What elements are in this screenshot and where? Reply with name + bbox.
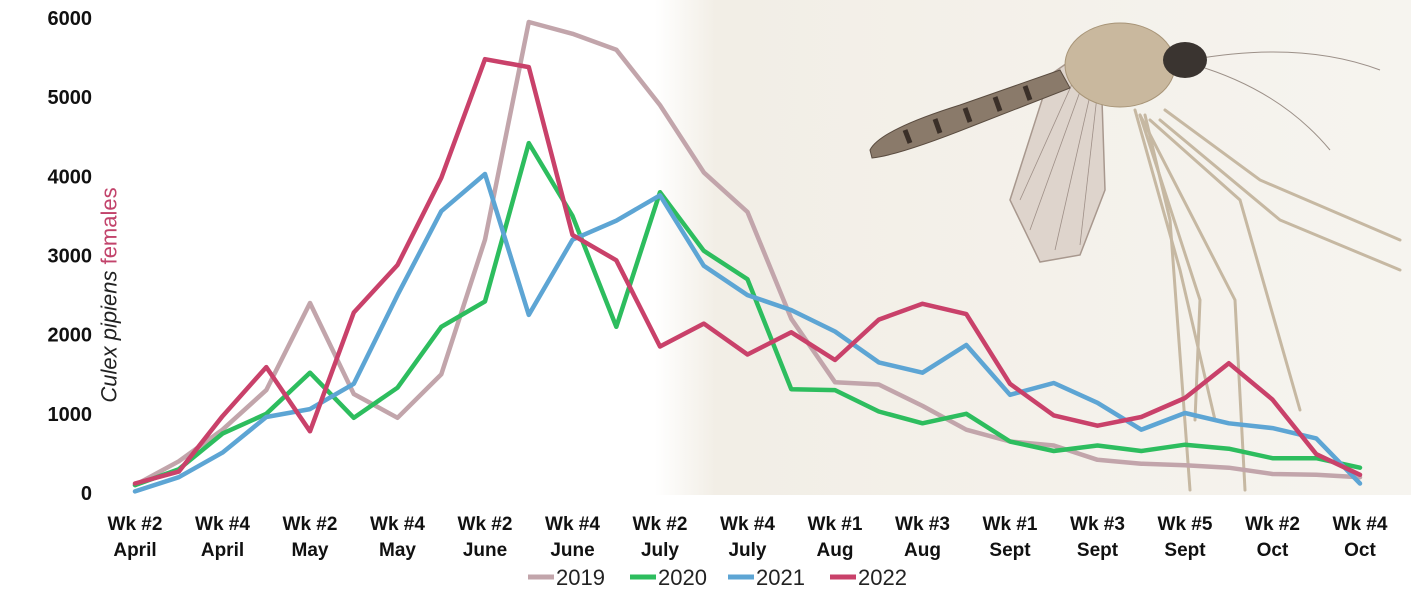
x-tick-label: Wk #4 June: [545, 514, 600, 561]
x-tick-label: Wk #1 Sept: [983, 514, 1038, 561]
x-tick-label: Wk #2 May: [283, 514, 338, 561]
x-tick-label: Wk #5 Sept: [1158, 514, 1213, 561]
x-tick-label: Wk #2 April: [108, 514, 163, 561]
y-axis-title-unit: females: [96, 187, 122, 265]
y-tick-label: 2000: [48, 325, 93, 347]
legend: 2019 2020 2021 2022: [528, 565, 907, 590]
y-tick-label: 5000: [48, 87, 93, 109]
x-tick-label: Wk #2 Oct: [1245, 514, 1300, 561]
series-line-2020: [132, 140, 1363, 488]
x-tick-label: Wk #4 Oct: [1333, 514, 1388, 561]
legend-label-2022: 2022: [858, 565, 907, 590]
x-tick-label: Wk #3 Aug: [895, 514, 950, 561]
y-axis-title: Culex pipiens females: [2, 187, 217, 402]
y-tick-label: 3000: [48, 246, 93, 268]
x-tick-label: Wk #2 July: [633, 514, 688, 561]
y-axis: 0 1000 2000 3000 4000 5000 6000: [48, 8, 93, 505]
legend-label-2021: 2021: [756, 565, 805, 590]
x-tick-label: Wk #4 May: [370, 514, 425, 561]
series-line-2021: [132, 171, 1363, 494]
mosquito-photo: [655, 0, 1411, 495]
y-tick-label: 6000: [48, 8, 93, 30]
x-tick-label: Wk #2 June: [458, 514, 513, 561]
legend-label-2019: 2019: [556, 565, 605, 590]
legend-label-2020: 2020: [658, 565, 707, 590]
series-line-2019: [132, 19, 1363, 488]
series-lines: [132, 19, 1363, 494]
y-tick-label: 1000: [48, 404, 93, 426]
x-tick-label: Wk #1 Aug: [808, 514, 863, 561]
series-line-2022: [132, 56, 1363, 486]
y-tick-label: 4000: [48, 166, 93, 188]
y-axis-title-species: Culex pipiens: [96, 270, 122, 403]
x-axis: Wk #2 April Wk #4 April Wk #2 May Wk #4 May Wk #…: [108, 514, 1388, 561]
x-tick-label: Wk #4 April: [195, 514, 250, 561]
x-tick-label: Wk #3 Sept: [1070, 514, 1125, 561]
x-tick-label: Wk #4 July: [720, 514, 775, 561]
y-tick-label: 0: [81, 483, 92, 505]
